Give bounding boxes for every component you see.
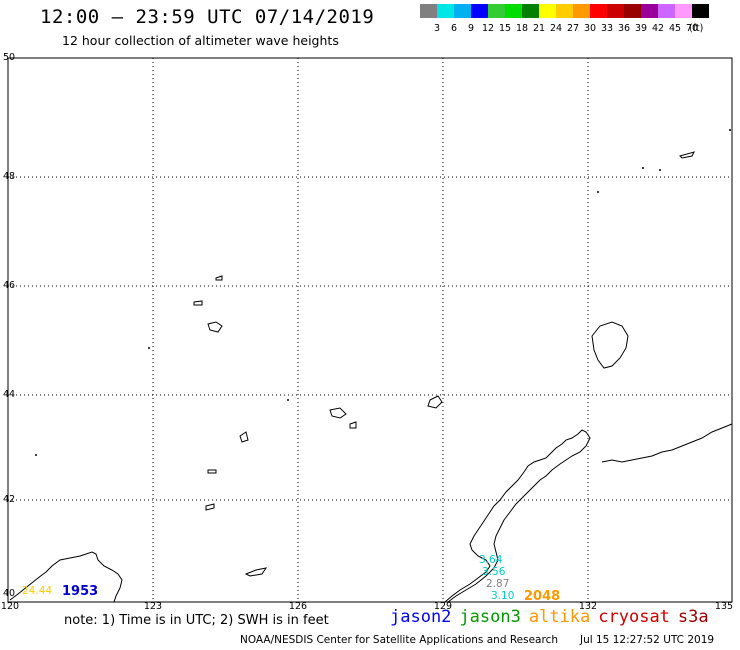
color-scale-label: 42 — [651, 23, 665, 34]
color-swatch — [607, 4, 624, 18]
lat-label: 46 — [3, 280, 16, 291]
swh-value: 3.64 — [479, 554, 503, 566]
coastline — [9, 151, 733, 603]
island — [349, 421, 357, 429]
island — [239, 431, 249, 443]
color-scale-label: 15 — [498, 23, 512, 34]
swh-value: 24.44 — [22, 585, 53, 597]
lon-label: 120 — [0, 601, 20, 612]
lon-label: 126 — [288, 601, 308, 612]
map-point — [287, 399, 289, 401]
satellite-label: s3a — [677, 607, 709, 627]
coastline-dots — [35, 129, 731, 456]
lon-label: 132 — [578, 601, 598, 612]
color-scale-label: 21 — [532, 23, 546, 34]
satellite-legend: jason2 jason3 altika cryosat s3a — [390, 607, 717, 627]
color-swatch — [590, 4, 607, 18]
lon-label: 123 — [143, 601, 163, 612]
color-swatch — [420, 4, 437, 18]
map-point — [642, 167, 644, 169]
color-swatch — [658, 4, 675, 18]
satellite-label: altika — [528, 607, 591, 627]
coastline-southwest-island — [9, 551, 123, 603]
island — [205, 503, 215, 511]
color-scale-label: 70 — [685, 23, 699, 34]
lat-label: 44 — [3, 389, 16, 400]
pass-number: 1953 — [62, 584, 99, 599]
color-swatch — [641, 4, 658, 18]
color-swatch — [488, 4, 505, 18]
color-swatch — [505, 4, 522, 18]
lat-label: 50 — [3, 52, 16, 63]
swh-value: 3.10 — [491, 590, 515, 602]
color-swatch — [437, 4, 454, 18]
swh-value: 3.56 — [482, 566, 506, 578]
island — [244, 567, 268, 577]
island — [207, 321, 223, 333]
map-point — [729, 129, 731, 131]
color-swatch — [675, 4, 692, 18]
color-swatch — [624, 4, 641, 18]
color-swatch — [556, 4, 573, 18]
color-swatch — [471, 4, 488, 18]
lat-label: 42 — [3, 494, 16, 505]
map-frame — [7, 57, 733, 603]
color-scale-label: 9 — [467, 23, 475, 34]
color-scale-label: 18 — [515, 23, 529, 34]
credit-text: NOAA/NESDIS Center for Satellite Applica… — [240, 634, 558, 646]
page-title: 12:00 – 23:59 UTC 07/14/2019 — [40, 6, 375, 28]
color-swatch — [539, 4, 556, 18]
lat-label: 40 — [3, 588, 16, 599]
color-scale-label: 36 — [617, 23, 631, 34]
color-swatch — [692, 4, 709, 18]
color-scale-label: 12 — [481, 23, 495, 34]
satellite-label: jason3 — [459, 607, 521, 627]
graticule — [8, 58, 732, 602]
timestamp-text: Jul 15 12:27:52 UTC 2019 — [580, 634, 715, 646]
coastline-east-mainland — [601, 423, 733, 463]
color-swatch — [454, 4, 471, 18]
map-point — [597, 191, 599, 193]
page-subtitle: 12 hour collection of altimeter wave hei… — [62, 33, 339, 48]
color-swatch — [573, 4, 590, 18]
island — [193, 300, 203, 306]
lat-label: 48 — [3, 171, 16, 182]
island — [427, 395, 443, 409]
satellite-label: jason2 — [390, 607, 452, 627]
map-point — [148, 347, 150, 349]
lon-label: 129 — [433, 601, 453, 612]
color-scale-label: 33 — [600, 23, 614, 34]
pass-number: 2048 — [524, 589, 561, 604]
island — [207, 469, 217, 474]
island — [329, 407, 347, 419]
color-scale-label: 27 — [566, 23, 580, 34]
color-swatch — [522, 4, 539, 18]
color-scale-label: 30 — [583, 23, 597, 34]
coastline-korea — [444, 429, 591, 603]
color-scale-label: 45 — [668, 23, 682, 34]
color-scale-label: 3 — [433, 23, 441, 34]
coastline-lake — [591, 321, 629, 369]
map-point — [35, 454, 37, 456]
footer-note: note: 1) Time is in UTC; 2) SWH is in fe… — [64, 613, 329, 628]
satellite-label: cryosat — [598, 607, 670, 627]
lon-label: 135 — [714, 601, 734, 612]
map-point — [659, 169, 661, 171]
color-scale-label: 24 — [549, 23, 563, 34]
island — [679, 151, 695, 159]
color-scale-unit: (ft) — [689, 23, 704, 34]
color-scale-label: 39 — [634, 23, 648, 34]
swh-value: 2.87 — [486, 578, 510, 590]
color-scale-label: 6 — [450, 23, 458, 34]
island — [215, 275, 223, 281]
